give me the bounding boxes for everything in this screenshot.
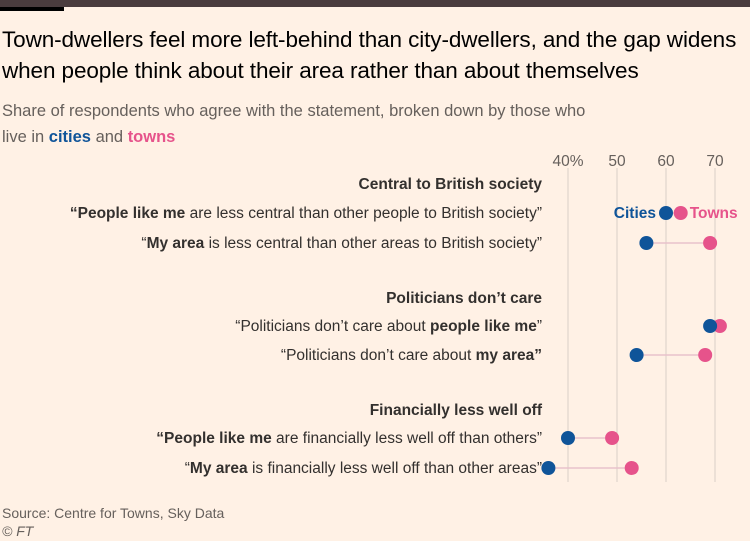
- cities-dot: [703, 319, 718, 333]
- row-label: “My area is less central than other area…: [141, 235, 542, 252]
- subtitle-prefix: Share of respondents who agree with the …: [2, 102, 586, 146]
- chart-subtitle: Share of respondents who agree with the …: [2, 98, 602, 150]
- group-title: Central to British society: [359, 176, 543, 193]
- row-label: “People like me are less central than ot…: [70, 205, 542, 222]
- cities-dot: [639, 236, 654, 250]
- group-title: Politicians don’t care: [386, 290, 542, 307]
- row-label: “Politicians don’t care about my area”: [281, 347, 542, 364]
- subtitle-and: and: [90, 128, 128, 146]
- row-label: “Politicians don’t care about people lik…: [235, 318, 542, 335]
- subtitle-towns: towns: [127, 128, 176, 146]
- x-tick-label: 50: [608, 153, 626, 170]
- towns-dot: [703, 236, 718, 250]
- brand-bar: [0, 7, 64, 11]
- chart-title: Town-dwellers feel more left-behind than…: [2, 27, 737, 83]
- towns-dot: [712, 319, 727, 333]
- subtitle-cities: cities: [48, 128, 91, 146]
- cities-dot: [629, 348, 644, 362]
- copyright: © FT: [2, 523, 34, 539]
- x-tick-label: 60: [657, 153, 675, 170]
- cities-dot: [541, 461, 556, 475]
- cities-dot: [659, 206, 673, 220]
- cities-dot: [561, 431, 575, 445]
- legend-towns: Towns: [690, 205, 738, 222]
- towns-dot: [698, 348, 713, 362]
- source-note: Source: Centre for Towns, Sky Data: [2, 505, 225, 521]
- towns-dot: [624, 461, 639, 475]
- top-border: [0, 0, 750, 7]
- dot-plot: 40% 50 60 70 Central to British society “Peop…: [70, 153, 738, 482]
- towns-dot: [673, 206, 688, 220]
- towns-dot: [605, 431, 620, 445]
- row-label: “People like me are financially less wel…: [156, 430, 542, 447]
- row-label: “My area is financially less well off th…: [185, 460, 542, 477]
- x-tick-label: 70: [706, 153, 724, 170]
- legend-cities: Cities: [614, 205, 656, 222]
- group-title: Financially less well off: [370, 402, 543, 419]
- x-tick-label: 40%: [552, 153, 583, 170]
